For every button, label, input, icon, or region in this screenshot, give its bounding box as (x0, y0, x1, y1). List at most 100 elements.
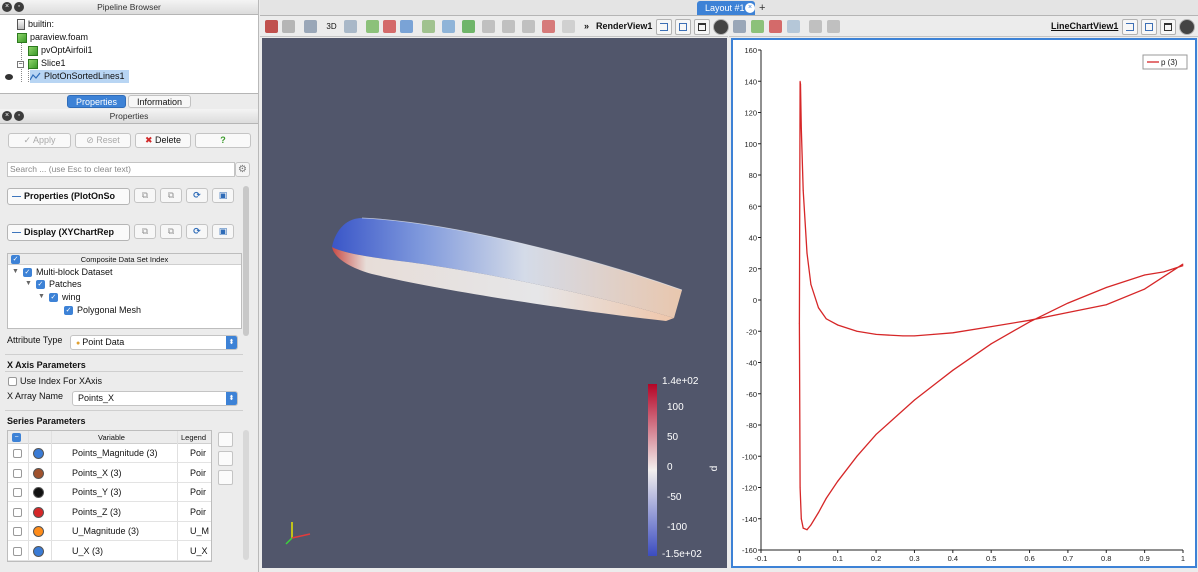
composite-all-checkbox[interactable]: ✓ (11, 255, 20, 264)
select-block-icon[interactable] (422, 20, 435, 33)
series-select-all-checkbox[interactable]: − (12, 433, 21, 442)
render-view-canvas[interactable]: 1.4e+02 100 50 0 -50 -100 -1.5e+02 p (262, 38, 727, 568)
copy-icon[interactable]: ⧉ (134, 224, 156, 239)
expand-triangle-icon[interactable]: ▼ (38, 293, 45, 300)
pipeline-item-slice1[interactable]: Slice1 (28, 57, 66, 70)
series-visibility-checkbox[interactable] (13, 546, 22, 556)
maximize-icon[interactable] (1160, 19, 1176, 35)
paste-icon[interactable]: ⧉ (160, 224, 182, 239)
dock-close-icon[interactable]: × (2, 2, 12, 12)
section-properties[interactable]: — Properties (PlotOnSo (7, 188, 130, 205)
checkbox[interactable] (8, 376, 17, 386)
expand-triangle-icon[interactable]: ▼ (12, 268, 19, 275)
series-line-p[interactable] (798, 81, 1184, 531)
chart-legend-box[interactable] (1142, 54, 1188, 70)
series-row[interactable]: Points_Z (3) Poir (8, 503, 211, 522)
camera-redo-icon[interactable] (282, 20, 295, 33)
tab-properties[interactable]: Properties (66, 95, 126, 108)
series-row[interactable]: Points_Magnitude (3) Poir (8, 444, 211, 463)
series-scrollbar[interactable] (243, 430, 249, 560)
collapse-toggle-icon[interactable]: − (17, 61, 24, 68)
save-defaults-icon[interactable]: ▣ (212, 188, 234, 203)
split-horizontal-icon[interactable] (656, 19, 672, 35)
clear-selection-icon[interactable] (827, 20, 840, 33)
split-vertical-icon[interactable] (1141, 19, 1157, 35)
split-horizontal-icon[interactable] (1122, 19, 1138, 35)
color-legend-bar[interactable] (648, 384, 657, 556)
use-index-xaxis-checkbox[interactable]: Use Index For XAxis (8, 376, 102, 386)
pipeline-item-paraview-foam[interactable]: paraview.foam (17, 31, 88, 44)
pipeline-item-plotonsortedlines1[interactable]: PlotOnSortedLines1 (30, 70, 129, 83)
checkbox[interactable]: ✓ (35, 279, 45, 289)
series-visibility-checkbox[interactable] (13, 507, 22, 517)
series-color-swatch[interactable] (33, 506, 44, 518)
series-color-swatch[interactable] (33, 487, 44, 498)
render-scene[interactable] (262, 38, 727, 568)
selection-display-icon[interactable] (562, 20, 575, 33)
line-chart-view[interactable]: -160 -140 -120 -100 -80 -60 -40 -20 0 20 40 60 80 100… (731, 38, 1197, 568)
grow-selection-icon[interactable] (482, 20, 495, 33)
split-vertical-icon[interactable] (675, 19, 691, 35)
series-move-icon[interactable] (218, 432, 233, 447)
series-visibility-checkbox[interactable] (13, 468, 22, 478)
restore-defaults-icon[interactable]: ⟳ (186, 188, 208, 203)
select-cells-icon[interactable] (366, 20, 379, 33)
select-points-icon[interactable] (769, 20, 782, 33)
tree-item-multiblock[interactable]: ▼ ✓ Multi-block Dataset (12, 267, 113, 277)
save-defaults-icon[interactable]: ▣ (212, 224, 234, 239)
polygon-select-icon[interactable] (522, 20, 535, 33)
chart-view-title[interactable]: LineChartView1 (1051, 21, 1119, 31)
close-view-icon[interactable] (1179, 19, 1195, 35)
maximize-icon[interactable] (694, 19, 710, 35)
series-legend-name[interactable]: U_X (190, 545, 208, 556)
line-chart[interactable]: -160-140-120-100-80-60-40-20020406080100… (733, 40, 1195, 566)
series-color-icon[interactable] (218, 470, 233, 485)
series-legend-name[interactable]: Poir (190, 506, 207, 517)
tree-item-patches[interactable]: ▼ ✓ Patches (25, 279, 82, 289)
airfoil-wing-surface[interactable] (332, 217, 683, 321)
capture-icon[interactable] (304, 20, 317, 33)
series-visibility-checkbox[interactable] (13, 449, 22, 458)
help-button[interactable]: ? (195, 133, 251, 148)
series-color-swatch[interactable] (33, 526, 44, 537)
section-display[interactable]: — Display (XYChartRep (7, 224, 130, 241)
camera-undo-icon[interactable] (265, 20, 278, 33)
delete-button[interactable]: ✖ Delete (135, 133, 191, 148)
expand-triangle-icon[interactable]: ▼ (25, 280, 32, 287)
select-frustum-icon[interactable] (400, 20, 413, 33)
close-view-icon[interactable] (713, 19, 729, 35)
more-tools-icon[interactable]: » (584, 21, 590, 31)
clear-selection-icon[interactable] (542, 20, 555, 33)
checkbox[interactable]: ✓ (22, 267, 32, 277)
select-points-icon[interactable] (383, 20, 396, 33)
pipeline-item-pvoptairfoil1[interactable]: pvOptAirfoil1 (28, 44, 93, 57)
series-visibility-checkbox[interactable] (13, 488, 22, 497)
dock-float-icon[interactable]: ◦ (14, 111, 24, 121)
toggle-3d-button[interactable]: 3D (326, 22, 337, 31)
series-row[interactable]: U_Magnitude (3) U_M (8, 522, 211, 541)
checkbox[interactable]: ✓ (64, 305, 73, 315)
attribute-type-select[interactable]: ● Point Data ⬍ (70, 335, 238, 350)
tree-item-polygonal-mesh[interactable]: ✓ Polygonal Mesh (64, 305, 142, 315)
shrink-selection-icon[interactable] (502, 20, 515, 33)
checkbox[interactable]: ✓ (48, 292, 58, 302)
x-array-name-select[interactable]: Points_X ⬍ (72, 391, 238, 406)
properties-scrollbar[interactable] (243, 186, 249, 336)
series-export-icon[interactable] (218, 451, 233, 466)
visibility-eye-icon[interactable] (5, 74, 13, 80)
series-visibility-checkbox[interactable] (13, 527, 22, 536)
restore-defaults-icon[interactable]: ⟳ (186, 224, 208, 239)
series-row[interactable]: Points_Y (3) Poir (8, 483, 211, 502)
series-row[interactable]: Points_X (3) Poir (8, 464, 211, 483)
series-color-swatch[interactable] (33, 448, 44, 459)
zoom-icon[interactable] (344, 20, 357, 33)
add-layout-button[interactable]: + (759, 2, 766, 14)
layout-tab[interactable]: Layout #1 (697, 1, 755, 15)
series-legend-name[interactable]: Poir (190, 448, 207, 458)
series-row[interactable]: U_X (3) U_X (8, 542, 211, 561)
series-color-swatch[interactable] (33, 467, 44, 479)
series-legend-name[interactable]: U_M (190, 526, 210, 536)
paste-icon[interactable]: ⧉ (160, 188, 182, 203)
close-layout-icon[interactable]: × (745, 3, 755, 13)
select-icon[interactable] (751, 20, 764, 33)
